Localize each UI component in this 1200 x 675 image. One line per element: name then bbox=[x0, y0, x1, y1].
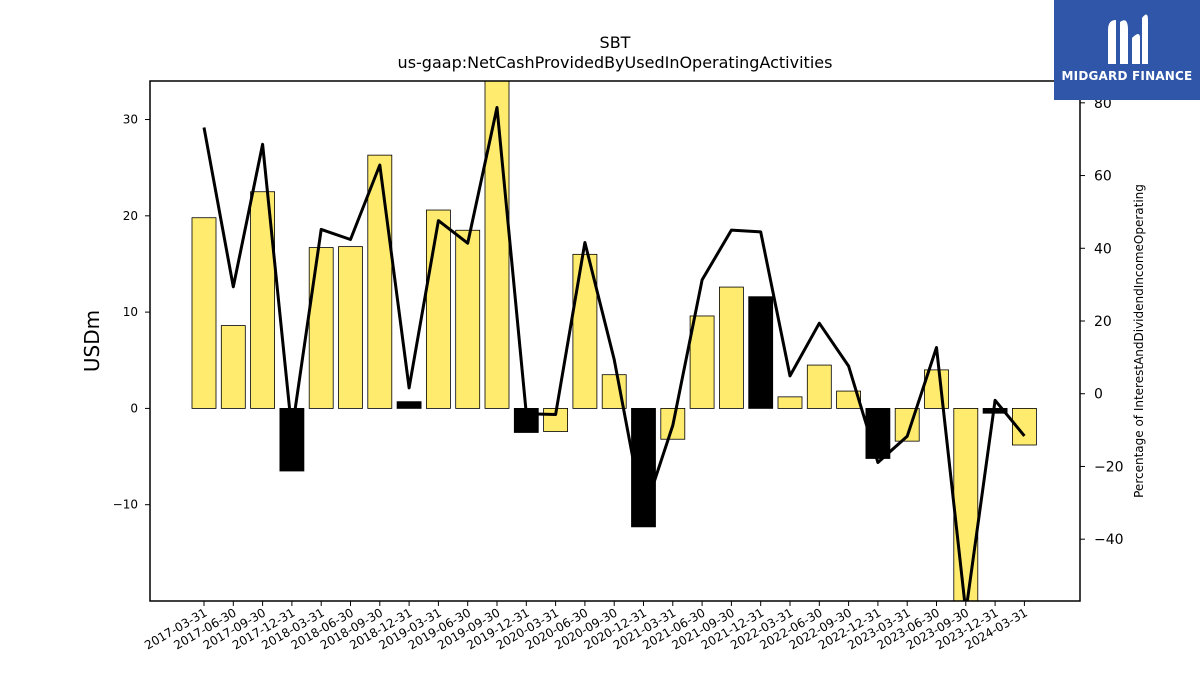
y-axis-label: USDm bbox=[80, 310, 104, 372]
y2-tick-label: 0 bbox=[1094, 387, 1103, 403]
y2-tick-label: −40 bbox=[1094, 532, 1124, 548]
bar-2018-12-31 bbox=[396, 401, 422, 409]
bar-2019-06-30 bbox=[455, 229, 481, 409]
bar-2023-09-30 bbox=[953, 408, 979, 601]
bar-2018-06-30 bbox=[338, 246, 363, 409]
midgard-finance-logo: MIDGARD FINANCE bbox=[1054, 0, 1200, 100]
y2-tick-label: −20 bbox=[1094, 459, 1124, 475]
y2-tick-label: 20 bbox=[1094, 314, 1112, 330]
y2-tick-label: 60 bbox=[1094, 169, 1112, 185]
percentage-line bbox=[202, 106, 1026, 601]
y2-tick-label: 40 bbox=[1094, 241, 1112, 257]
bar-2017-03-31 bbox=[191, 217, 217, 409]
y-tick-label: 20 bbox=[123, 209, 138, 223]
chart-subtitle: us-gaap:NetCashProvidedByUsedInOperating… bbox=[398, 53, 833, 72]
plot-area: −100102030−40−200204060802017-03-312017-… bbox=[113, 80, 1124, 652]
y-tick-label: −10 bbox=[113, 498, 138, 512]
bar-2019-03-31 bbox=[425, 209, 451, 409]
midgard-logo-icon bbox=[1108, 14, 1148, 65]
y-tick-label: 30 bbox=[123, 113, 138, 127]
bar-2018-09-30 bbox=[367, 154, 393, 409]
bar-2022-06-30 bbox=[806, 364, 832, 409]
bar-2020-06-30 bbox=[572, 253, 598, 409]
logo-text: MIDGARD FINANCE bbox=[1061, 69, 1193, 83]
bars-group bbox=[191, 81, 1037, 601]
chart-title: SBT bbox=[600, 33, 631, 52]
bar-2018-03-31 bbox=[308, 247, 334, 409]
bar-2021-09-30 bbox=[719, 286, 744, 409]
y2-axis-label: Percentage of InterestAndDividendIncomeO… bbox=[1132, 184, 1146, 498]
bar-2017-06-30 bbox=[220, 325, 246, 409]
y-tick-label: 0 bbox=[130, 401, 138, 415]
bar-2022-03-31 bbox=[777, 396, 803, 409]
plot-frame bbox=[149, 80, 1081, 602]
bar-2021-12-31 bbox=[748, 296, 774, 409]
y-tick-label: 10 bbox=[123, 305, 138, 319]
bar-2022-09-30 bbox=[836, 390, 861, 409]
bar-2021-06-30 bbox=[689, 315, 715, 409]
bar-2019-09-30 bbox=[484, 81, 510, 409]
